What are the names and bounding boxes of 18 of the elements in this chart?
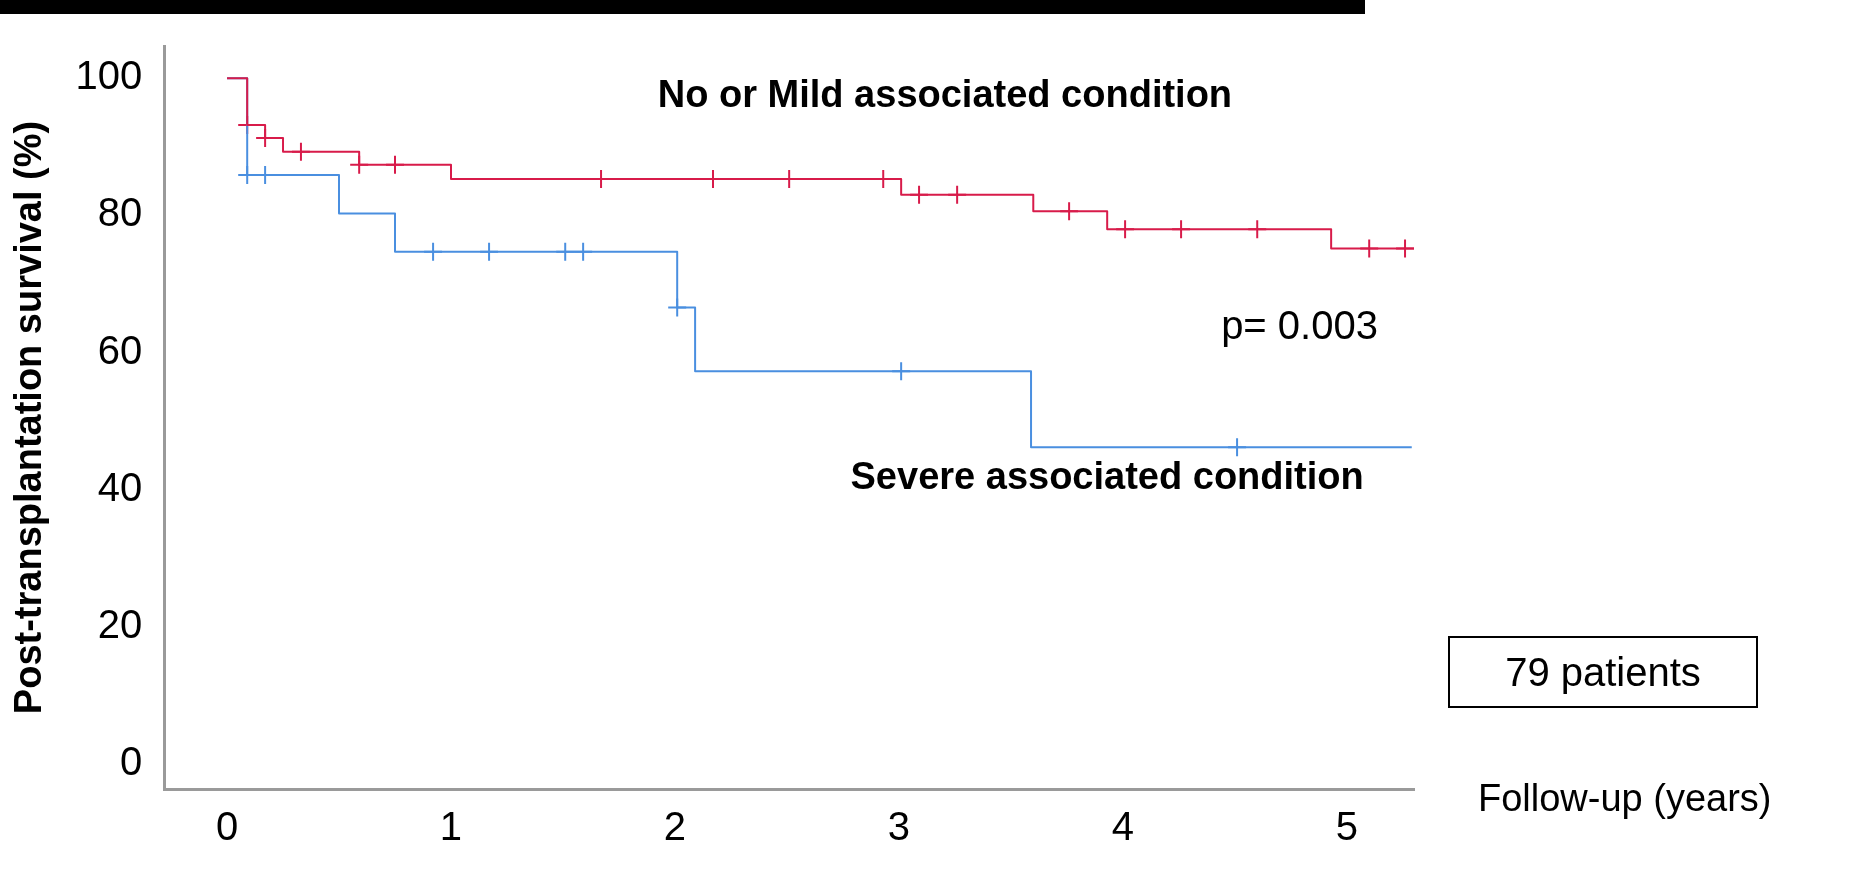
y-tick-label: 0 xyxy=(120,739,143,784)
text: 79 patients xyxy=(1448,636,1758,708)
annotation: p= 0.003 xyxy=(1221,301,1378,349)
x-tick-label: 4 xyxy=(1111,804,1134,849)
x-axis-title: Follow-up (years) xyxy=(1478,777,1772,820)
y-tick-label: 80 xyxy=(97,190,143,235)
y-tick-label: 60 xyxy=(97,327,143,372)
x-tick-label: 1 xyxy=(439,804,463,849)
y-tick-label: 20 xyxy=(97,602,143,647)
x-tick-label: 2 xyxy=(663,804,687,849)
x-tick-label: 0 xyxy=(215,804,239,849)
y-tick-label: 40 xyxy=(97,464,143,509)
series-label: Severe associated condition xyxy=(850,454,1364,497)
x-tick-label: 3 xyxy=(887,804,911,849)
series-label: No or Mild associated condition xyxy=(657,73,1233,116)
x-tick-label: 5 xyxy=(1335,804,1358,849)
y-tick-label: 100 xyxy=(75,53,143,98)
y-axis-title: Post-transplantation survival (%) xyxy=(7,120,50,715)
